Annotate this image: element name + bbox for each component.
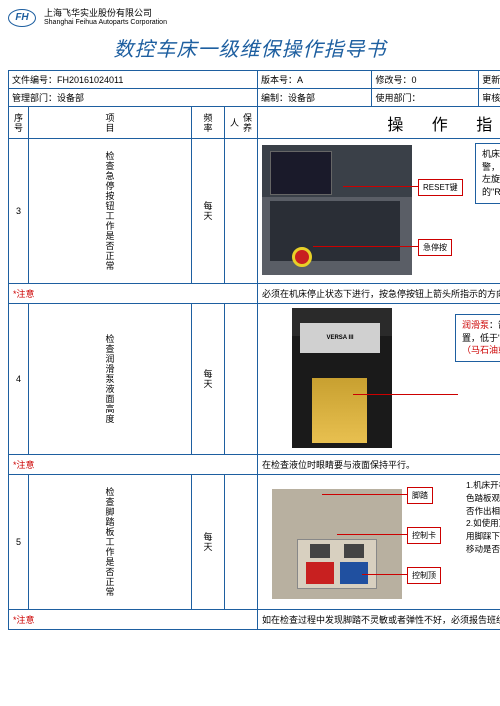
info-row-1: 文件编号：FH20161024011 版本号：A 修改号：0 更新日期：2016… [9,71,500,89]
row3-person [225,139,258,284]
col-guide: 操 作 指 导 [258,107,500,139]
versa-label: VERSA III [300,323,380,353]
row5-freq: 每天 [192,475,225,610]
row4-item: 检查润滑泵液面高度 [29,304,192,455]
top-callout: 控制顶 [407,567,441,584]
row4-note: 润滑泵：箭头所指位置为油位最高（MAX）位置，低于"MIN"位置时需要加 ISO… [455,314,500,362]
card-callout: 控制卡 [407,527,441,544]
row5-warn-text: 如在检查过程中发现脚踏不灵敏或者弹性不好，必须报告班组长。 [258,610,500,630]
row3-item: 检查急停按钮工作是否正常 [29,139,192,284]
row-4: 4 检查润滑泵液面高度 每天 VERSA III 润滑泵：箭头所指位置为油位最高… [9,304,500,455]
row5-side: 1.机床开机后，用脚踩下黄色踏板观察右图所示卡盘是否作出相应的夹紧，放松。 2.… [466,479,500,605]
row-3: 3 检查急停按钮工作是否正常 每天 RESET键 急停按 机床开启后按下图示红色… [9,139,500,284]
rev-label: 修改号： [375,75,411,85]
estop-callout: 急停按 [418,239,452,256]
row4-warn-text: 在检查液位时眼睛要与液面保持平行。 [258,455,500,475]
version: A [297,75,303,85]
doc-num-label: 文件编号： [12,75,57,85]
row3-warn-text: 必须在机床停止状态下进行，按急停按钮上箭头所指示的方向即可解除急停 [258,284,500,304]
mgmt-label: 管理部门： [12,93,57,103]
compile: 设备部 [288,93,315,103]
reset-callout: RESET键 [418,179,463,196]
company-cn: 上海飞华实业股份有限公司 [44,8,167,19]
pedal-photo [272,489,402,599]
row5-num: 5 [9,475,29,610]
pedal-callout: 脚踏 [407,487,433,504]
company-name: 上海飞华实业股份有限公司 Shanghai Feihua Autoparts C… [44,8,167,27]
row4-warning: *注意 在检查液位时眼睛要与液面保持平行。 [9,455,500,475]
compile-label: 编制： [261,93,288,103]
use-label: 使用部门： [375,93,420,103]
row3-num: 3 [9,139,29,284]
cnc-panel-photo [262,145,412,275]
doc-title: 数控车床一级维保操作指导书 [8,33,492,62]
col-seq: 序号 [9,107,29,139]
row5-content: 脚踏 控制卡 控制顶 1.机床开机后，用脚踩下黄色踏板观察右图所示卡盘是否作出相… [258,475,500,610]
row5-warn-label: *注意 [13,615,35,625]
row3-freq: 每天 [192,139,225,284]
logo: FH [8,9,36,27]
row4-warn-label: *注意 [13,460,35,470]
row3-note: 机床开启后按下图示红色急停按钮，机床报警，显示"1000 EMERGENCY S… [475,143,500,203]
row3-content: RESET键 急停按 机床开启后按下图示红色急停按钮，机床报警，显示"1000 … [258,139,500,284]
col-freq: 频率 [192,107,225,139]
row4-content: VERSA III 润滑泵：箭头所指位置为油位最高（MAX）位置，低于"MIN"… [258,304,500,455]
version-label: 版本号： [261,75,297,85]
company-header: FH 上海飞华实业股份有限公司 Shanghai Feihua Autopart… [8,8,492,27]
column-headers: 序号 项目 频率 保养人 操 作 指 导 [9,107,500,139]
rev: 0 [411,75,416,85]
row5-warning: *注意 如在检查过程中发现脚踏不灵敏或者弹性不好，必须报告班组长。 [9,610,500,630]
col-item: 项目 [29,107,192,139]
date-label: 更新日期： [482,75,500,85]
row3-warn-label: *注意 [13,289,35,299]
doc-num: FH20161024011 [57,75,123,85]
row5-item: 检查脚踏板工作是否正常 [29,475,192,610]
main-table: 文件编号：FH20161024011 版本号：A 修改号：0 更新日期：2016… [8,70,500,630]
row-5: 5 检查脚踏板工作是否正常 每天 脚踏 控制卡 控制顶 [9,475,500,610]
row4-person [225,304,258,455]
row5-person [225,475,258,610]
info-row-2: 管理部门：设备部 编制：设备部 使用部门： 审核：批准： [9,89,500,107]
lube-pump-photo: VERSA III [292,308,392,448]
row3-warning: *注意 必须在机床停止状态下进行，按急停按钮上箭头所指示的方向即可解除急停 [9,284,500,304]
col-person: 保养人 [225,107,258,139]
review-label: 审核： [479,89,500,106]
mgmt: 设备部 [57,93,84,103]
company-en: Shanghai Feihua Autoparts Corporation [44,19,167,27]
row4-num: 4 [9,304,29,455]
row4-freq: 每天 [192,304,225,455]
